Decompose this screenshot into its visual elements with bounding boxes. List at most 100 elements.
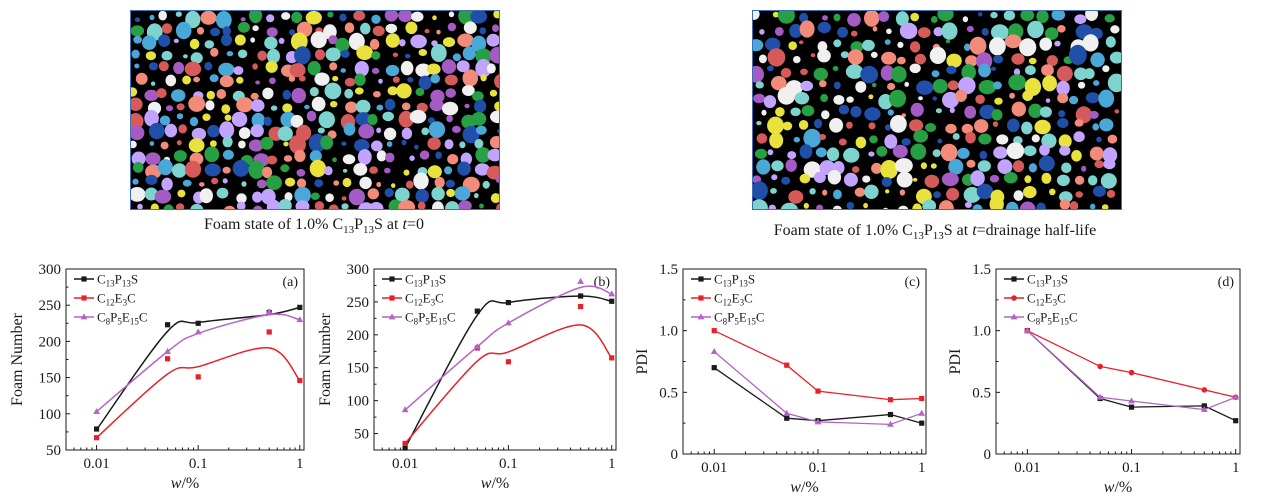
foam-bubble bbox=[339, 13, 347, 22]
foam-bubble bbox=[470, 11, 488, 24]
foam-bubble bbox=[317, 127, 325, 134]
data-point bbox=[93, 408, 100, 415]
data-point bbox=[919, 395, 925, 402]
foam-bubble bbox=[344, 88, 354, 99]
legend-marker bbox=[389, 276, 395, 282]
foam-bubble bbox=[1019, 201, 1036, 209]
foam-bubble bbox=[444, 166, 453, 175]
foam-bubble bbox=[173, 61, 185, 75]
foam-bubble bbox=[817, 21, 831, 34]
foam-bubble bbox=[910, 102, 924, 117]
foam-bubble bbox=[495, 177, 499, 183]
foam-bubble bbox=[193, 76, 200, 83]
foam-bubble bbox=[441, 59, 457, 74]
foam-bubble bbox=[798, 120, 809, 130]
foam-bubble bbox=[881, 177, 892, 187]
foam-bubble bbox=[445, 179, 455, 188]
foam-caption-half-life: Foam state of 1.0% C13P13S at t=drainage… bbox=[773, 222, 1097, 243]
foam-bubble bbox=[182, 179, 192, 187]
foam-bubble bbox=[1088, 175, 1098, 186]
panel-label: (a) bbox=[282, 275, 298, 290]
foam-bubble bbox=[454, 186, 471, 201]
foam-bubble bbox=[387, 86, 398, 96]
data-point bbox=[711, 328, 717, 334]
foam-bubble bbox=[887, 82, 896, 91]
foam-bubble bbox=[447, 154, 459, 165]
series-C8P5E15C bbox=[93, 308, 304, 415]
foam-bubble bbox=[222, 26, 231, 36]
foam-bubble bbox=[1084, 68, 1095, 80]
foam-bubble bbox=[1013, 190, 1024, 201]
data-point bbox=[402, 445, 408, 451]
foam-bubble bbox=[165, 105, 174, 112]
foam-bubble bbox=[912, 177, 918, 182]
data-point bbox=[815, 388, 821, 394]
foam-bubble bbox=[1090, 203, 1096, 209]
y-tick-label: 200 bbox=[39, 334, 62, 350]
foam-bubble bbox=[330, 101, 338, 108]
legend-label: C12E3C bbox=[405, 291, 444, 308]
foam-bubble bbox=[231, 111, 248, 127]
foam-bubble bbox=[1069, 201, 1079, 209]
foam-bubble bbox=[492, 24, 499, 32]
chart-a-svg: 50 100 150 200 250 300 0.01 0.1 1 w/% Foam Number (… bbox=[9, 262, 305, 492]
foam-bubble bbox=[883, 207, 888, 209]
foam-image-initial bbox=[130, 10, 500, 210]
data-point bbox=[165, 356, 171, 362]
foam-bubble bbox=[135, 72, 148, 85]
foam-bubble bbox=[909, 41, 921, 53]
foam-bubble bbox=[142, 35, 157, 50]
foam-bubble bbox=[486, 63, 496, 74]
foam-bubble bbox=[221, 104, 231, 114]
data-point bbox=[918, 409, 926, 416]
foam-bubble bbox=[864, 184, 879, 199]
foam-bubble bbox=[367, 188, 379, 200]
foam-bubble bbox=[933, 191, 941, 199]
y-tick-label: 0 bbox=[984, 447, 992, 463]
foam-bubble bbox=[992, 81, 1002, 90]
foam-bubble bbox=[353, 163, 368, 176]
foam-bubble bbox=[177, 189, 186, 198]
foam-bubble bbox=[822, 15, 828, 21]
foam-bubble bbox=[241, 181, 247, 187]
legend-label: C13P13S bbox=[1027, 272, 1068, 289]
foam-bubble bbox=[1071, 150, 1082, 162]
foam-bubble bbox=[445, 88, 457, 98]
foam-bubble bbox=[1003, 11, 1016, 21]
legend-label: C12E3C bbox=[1027, 291, 1066, 308]
foam-bubble bbox=[869, 135, 878, 144]
foam-bubble bbox=[1104, 14, 1115, 23]
foam-bubble bbox=[810, 53, 816, 58]
foam-bubble bbox=[224, 114, 232, 121]
foam-bubble bbox=[278, 37, 285, 44]
series-C12E3C bbox=[1024, 327, 1239, 401]
foam-bubble bbox=[418, 49, 428, 56]
foam-bubble bbox=[937, 138, 943, 144]
foam-bubble bbox=[974, 119, 989, 133]
foam-bubble bbox=[942, 91, 959, 109]
foam-bubble bbox=[941, 172, 959, 187]
foam-bubble bbox=[236, 193, 247, 204]
series-C8P5E15C bbox=[710, 348, 926, 427]
data-point bbox=[577, 277, 585, 284]
foam-bubble bbox=[341, 203, 349, 209]
y-tick-label: 250 bbox=[39, 298, 62, 314]
legend-entry: C13P13S bbox=[74, 272, 138, 289]
foam-bubble bbox=[328, 35, 338, 45]
foam-bubble bbox=[1013, 68, 1021, 76]
foam-bubble bbox=[781, 176, 791, 185]
foam-bubble bbox=[785, 159, 797, 172]
foam-bubble bbox=[899, 22, 918, 39]
foam-bubble bbox=[265, 60, 278, 73]
foam-bubble bbox=[1096, 136, 1102, 143]
foam-bubble bbox=[399, 39, 406, 47]
legend-label: C8P5E15C bbox=[405, 310, 456, 327]
data-point bbox=[164, 347, 172, 354]
foam-bubble bbox=[1019, 38, 1037, 57]
legend-marker bbox=[698, 295, 704, 301]
foam-bubble bbox=[1028, 103, 1043, 119]
y-tick-label: 250 bbox=[347, 295, 370, 311]
foam-bubble bbox=[131, 125, 145, 141]
foam-bubble bbox=[354, 87, 364, 95]
foam-bubble bbox=[215, 11, 232, 29]
